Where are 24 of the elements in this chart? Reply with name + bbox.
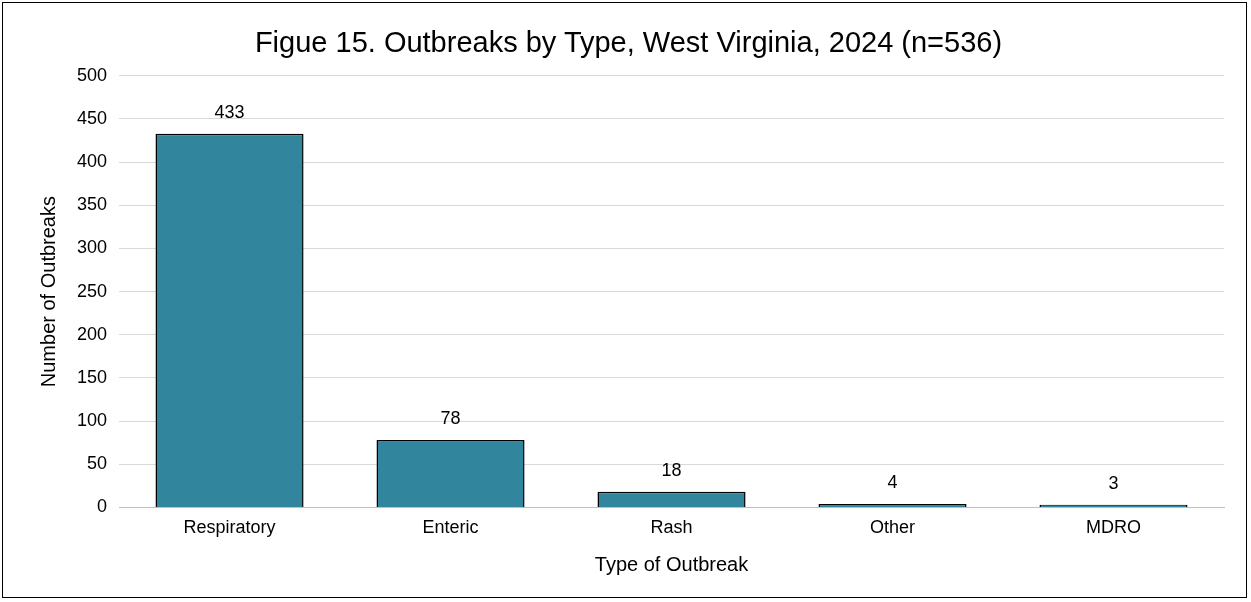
y-tick-label: 350 [76, 194, 108, 215]
y-tick-label: 150 [76, 366, 108, 387]
y-axis-title: Number of Outbreaks [36, 196, 59, 388]
y-tick-label: 500 [76, 64, 108, 85]
data-label: 433 [214, 101, 245, 122]
y-tick-label: 300 [76, 237, 108, 258]
y-tick-label: 200 [76, 323, 108, 344]
y-tick-label: 50 [87, 453, 108, 474]
y-tick-label: 100 [76, 410, 108, 431]
data-label: 78 [440, 408, 461, 429]
x-tick-label: Rash [650, 517, 693, 538]
data-label: 4 [887, 471, 898, 492]
data-label: 3 [1108, 472, 1119, 493]
chart-title: Figue 15. Outbreaks by Type, West Virginia, 2024 (n=536) [254, 26, 1003, 59]
x-axis-title: Type of Outbreak [594, 552, 750, 575]
y-tick-label: 0 [97, 496, 108, 517]
y-tick-label: 450 [76, 107, 108, 128]
y-tick-label: 250 [76, 280, 108, 301]
x-tick-label: MDRO [1086, 517, 1141, 538]
y-tick-label: 400 [76, 151, 108, 172]
data-label: 18 [661, 459, 682, 480]
x-tick-label: Enteric [422, 517, 479, 538]
x-tick-label: Other [869, 517, 916, 538]
x-tick-label: Respiratory [183, 517, 276, 538]
